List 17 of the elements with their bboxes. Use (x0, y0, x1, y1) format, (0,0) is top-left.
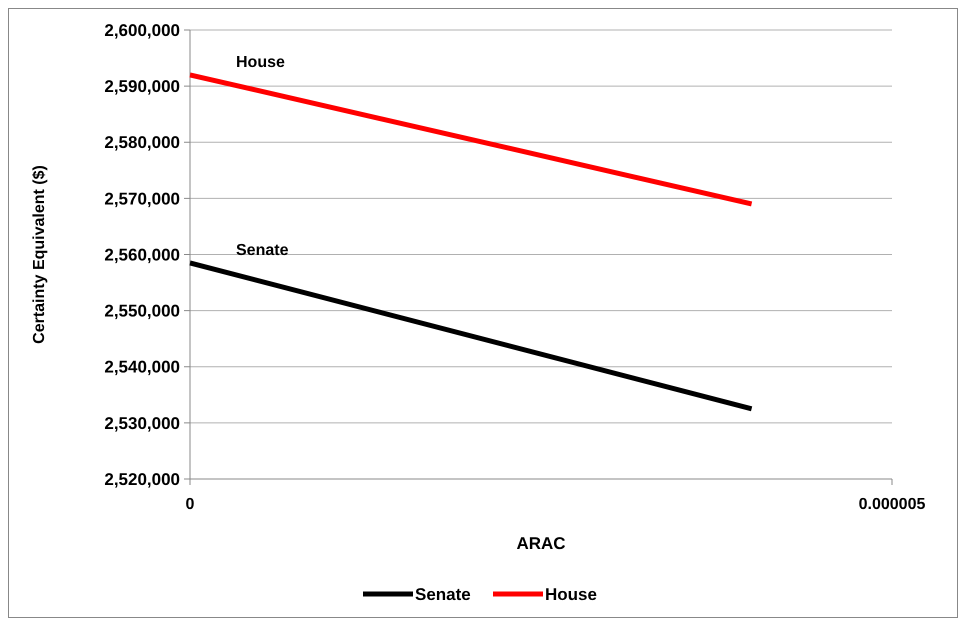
y-tick-label: 2,550,000 (104, 302, 180, 321)
x-tick-label: 0.000005 (858, 496, 926, 513)
text: Senate (236, 242, 288, 259)
y-tick-label: 2,540,000 (104, 358, 180, 377)
text: House (236, 54, 285, 71)
y-tick-label: 2,570,000 (104, 189, 180, 208)
legend-label: Senate (415, 584, 471, 604)
x-tick-label: 0 (186, 496, 195, 513)
y-tick-label: 2,530,000 (104, 414, 180, 433)
y-tick-label: 2,600,000 (104, 20, 180, 40)
legend-label: House (545, 584, 597, 604)
x-axis-title: ARAC (516, 534, 566, 553)
y-tick-label: 2,520,000 (104, 470, 180, 489)
y-tick-label: 2,560,000 (104, 245, 180, 264)
y-axis-title: Certainty Equivalent ($) (31, 165, 48, 344)
y-tick-label: 2,580,000 (104, 133, 180, 152)
y-tick-label: 2,590,000 (104, 77, 180, 96)
